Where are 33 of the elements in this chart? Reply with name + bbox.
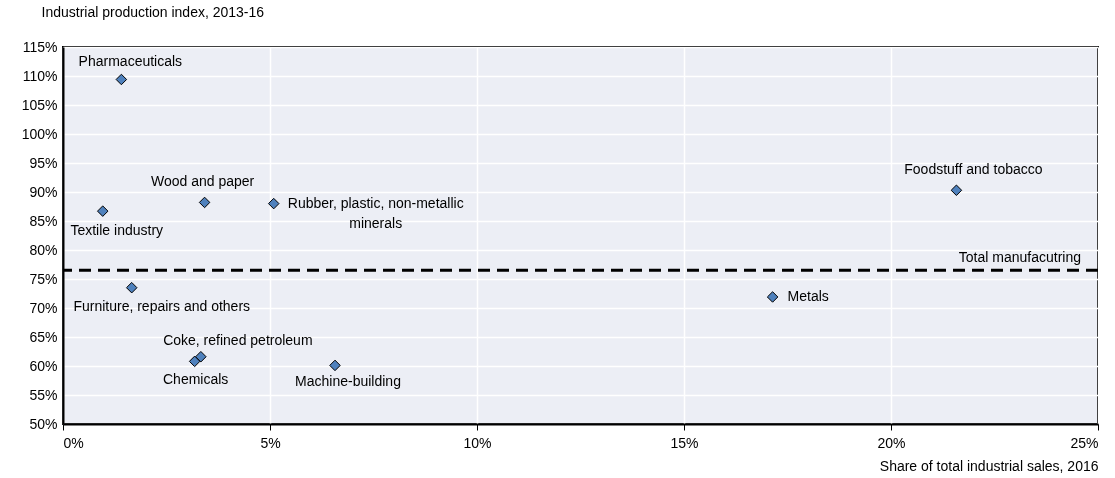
text: Furniture, repairs and others <box>73 297 251 314</box>
y-tick-label: 105% <box>21 96 58 113</box>
series-label: Pharmaceuticals <box>78 53 183 70</box>
x-tick-label: 20% <box>877 434 906 451</box>
series-label: Textile industry <box>70 222 164 239</box>
x-tick-label: 15% <box>670 434 699 451</box>
x-tick-label: 25% <box>1070 434 1099 451</box>
y-tick-label: 50% <box>29 415 58 432</box>
y-axis-title: Industrial production index, 2013-16 <box>41 3 265 20</box>
y-tick-label: 115% <box>22 38 58 55</box>
series-label: Chemicals <box>162 371 229 388</box>
y-tick-label: 85% <box>29 212 58 229</box>
series-label: Wood and paper <box>150 173 255 190</box>
y-tick-label: 80% <box>29 241 58 258</box>
y-tick-label: 70% <box>29 299 58 316</box>
series-label: Rubber, plastic, non-metallic minerals <box>287 194 464 231</box>
y-tick-label: 65% <box>29 328 58 345</box>
y-tick-label: 90% <box>29 183 58 200</box>
x-tick-label: 0% <box>63 434 84 451</box>
y-tick-label: 60% <box>29 357 58 374</box>
y-tick-label: 100% <box>21 125 58 142</box>
series-label: Metals <box>787 287 829 304</box>
y-tick-label: 55% <box>29 386 58 403</box>
y-tick-label: 75% <box>29 270 58 287</box>
x-axis-title: Share of total industrial sales, 2016 <box>879 457 1099 474</box>
text: Coke, refined petroleum <box>163 331 313 348</box>
series-label: Foodstuff and tobacco <box>904 161 1043 178</box>
x-tick-label: 5% <box>260 434 281 451</box>
ref-line-label: Total manufacutring <box>958 249 1081 266</box>
y-tick-label: 110% <box>22 67 58 84</box>
y-tick-label: 95% <box>29 154 58 171</box>
series-label: Machine-building <box>295 373 401 390</box>
x-tick-label: 10% <box>463 434 492 451</box>
